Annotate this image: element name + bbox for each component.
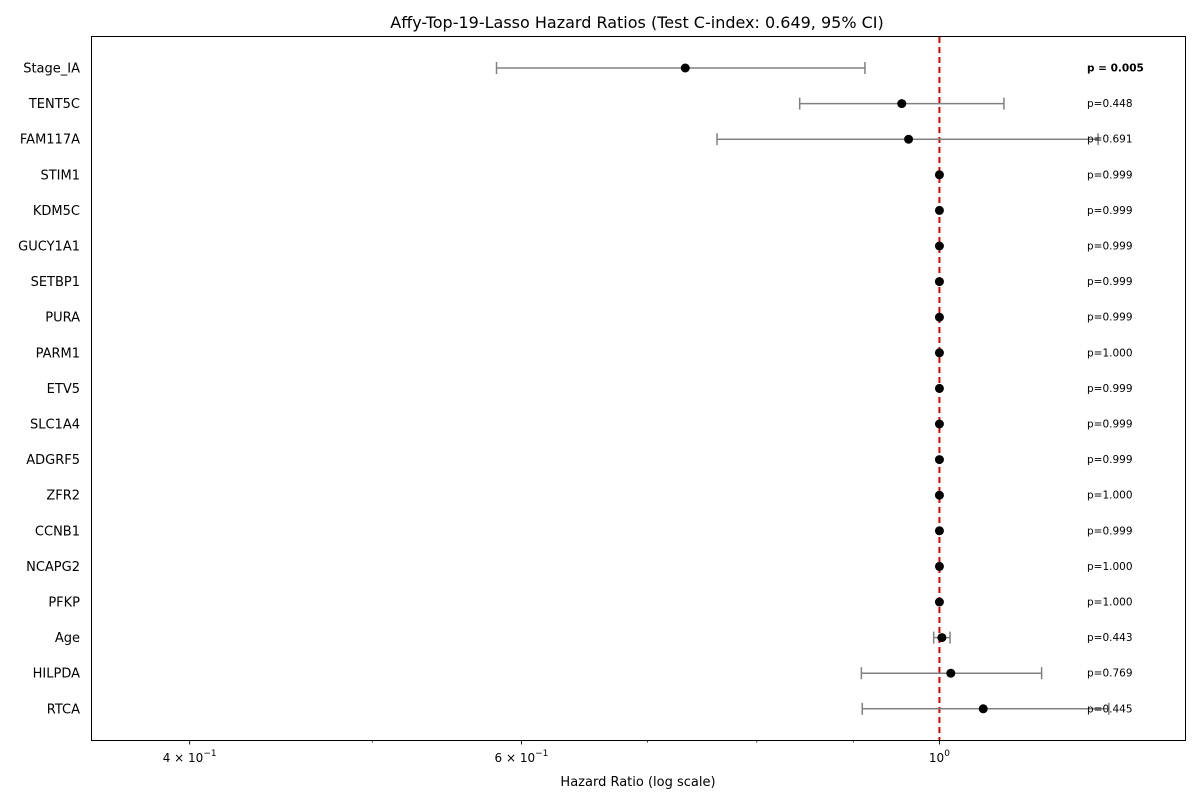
- p-value-label: p=0.769: [1087, 668, 1133, 680]
- x-tick-label: 100: [929, 749, 950, 765]
- forest-row: NCAPG2 p=1.000: [26, 560, 1132, 575]
- y-tick-label: PFKP: [48, 596, 80, 611]
- x-tick-label: 6 × 10−1: [495, 749, 549, 765]
- p-value-label: p=1.000: [1087, 490, 1133, 502]
- forest-row: SLC1A4 p=0.999: [30, 418, 1133, 433]
- hazard-ratio-point: [934, 419, 944, 429]
- p-value-label: p=1.000: [1087, 347, 1133, 359]
- y-tick-label: ZFR2: [46, 489, 80, 504]
- forest-row: ADGRF5 p=0.999: [26, 453, 1132, 468]
- forest-row: RTCA p=0.445: [47, 702, 1133, 717]
- forest-row: TENT5C p=0.448: [28, 97, 1133, 112]
- forest-row: HILPDA p=0.769: [33, 667, 1133, 682]
- hazard-ratio-point: [934, 170, 944, 180]
- y-tick-label: CCNB1: [35, 524, 80, 539]
- p-value-label: p=0.448: [1087, 98, 1133, 110]
- hazard-ratio-point: [680, 63, 690, 73]
- y-tick-label: FAM117A: [20, 133, 80, 148]
- p-value-label: p=0.999: [1087, 312, 1133, 324]
- forest-row: KDM5C p=0.999: [33, 204, 1133, 219]
- hazard-ratio-point: [934, 383, 944, 393]
- y-tick-label: TENT5C: [28, 97, 80, 112]
- major-x-ticks: 4 × 10−1 6 × 10−1 100: [163, 740, 950, 765]
- hazard-ratio-point: [934, 348, 944, 358]
- y-tick-label: KDM5C: [33, 204, 80, 219]
- hazard-ratio-point: [934, 241, 944, 251]
- forest-row: STIM1 p=0.999: [40, 168, 1132, 183]
- forest-row: SETBP1 p=0.999: [31, 275, 1133, 290]
- p-value-label: p=0.999: [1087, 525, 1133, 537]
- hazard-ratio-point: [934, 490, 944, 500]
- p-value-label: p = 0.005: [1087, 63, 1144, 75]
- hazard-ratio-point: [904, 134, 914, 144]
- forest-rows: Stage_IA p = 0.005 TENT5C p=0.448 FAM117A p=0…: [18, 62, 1144, 718]
- y-tick-label: HILPDA: [33, 667, 80, 682]
- p-value-label: p=0.999: [1087, 205, 1133, 217]
- p-value-label: p=0.445: [1087, 703, 1133, 715]
- hazard-ratio-point: [934, 597, 944, 607]
- y-tick-label: ETV5: [47, 382, 80, 397]
- hazard-ratio-point: [934, 205, 944, 215]
- hazard-ratio-point: [978, 704, 988, 714]
- p-value-label: p=0.999: [1087, 383, 1133, 395]
- p-value-label: p=0.999: [1087, 454, 1133, 466]
- hazard-ratio-point: [934, 561, 944, 571]
- p-value-label: p=0.691: [1087, 134, 1133, 146]
- forest-row: ZFR2 p=1.000: [46, 489, 1132, 504]
- forest-row: PURA p=0.999: [45, 311, 1132, 326]
- y-tick-label: NCAPG2: [26, 560, 80, 575]
- hazard-ratio-point: [934, 277, 944, 287]
- p-value-label: p=0.443: [1087, 632, 1133, 644]
- plot-area-frame: [91, 36, 1186, 741]
- hazard-ratio-point: [946, 668, 956, 678]
- p-value-label: p=0.999: [1087, 419, 1133, 431]
- forest-row: ETV5 p=0.999: [47, 382, 1133, 397]
- hazard-ratio-point: [937, 633, 947, 643]
- hazard-ratio-point: [934, 526, 944, 536]
- y-tick-label: SETBP1: [31, 275, 80, 290]
- chart-title: Affy-Top-19-Lasso Hazard Ratios (Test C-…: [390, 13, 884, 32]
- y-tick-label: SLC1A4: [30, 418, 80, 433]
- x-axis-label: Hazard Ratio (log scale): [560, 775, 715, 790]
- hazard-ratio-point: [934, 455, 944, 465]
- y-tick-label: ADGRF5: [26, 453, 80, 468]
- y-tick-label: Stage_IA: [23, 62, 80, 77]
- forest-row: CCNB1 p=0.999: [35, 524, 1133, 539]
- p-value-label: p=0.999: [1087, 241, 1133, 253]
- y-tick-label: Age: [55, 631, 80, 646]
- y-tick-label: STIM1: [40, 168, 80, 183]
- p-value-label: p=1.000: [1087, 597, 1133, 609]
- forest-row: Age p=0.443: [55, 631, 1133, 646]
- hazard-ratio-point: [934, 312, 944, 322]
- forest-row: FAM117A p=0.691: [20, 133, 1133, 148]
- x-tick-label: 4 × 10−1: [163, 749, 217, 765]
- y-tick-label: PURA: [45, 311, 80, 326]
- p-value-label: p=0.999: [1087, 276, 1133, 288]
- minor-x-ticks: [371, 740, 854, 743]
- forest-row: Stage_IA p = 0.005: [23, 62, 1144, 77]
- forest-row: PFKP p=1.000: [48, 596, 1132, 611]
- forest-row: PARM1 p=1.000: [36, 346, 1133, 361]
- y-tick-label: PARM1: [36, 346, 80, 361]
- y-tick-label: RTCA: [47, 702, 80, 717]
- y-tick-label: GUCY1A1: [18, 240, 80, 255]
- p-value-label: p=1.000: [1087, 561, 1133, 573]
- forest-row: GUCY1A1 p=0.999: [18, 240, 1132, 255]
- p-value-label: p=0.999: [1087, 169, 1133, 181]
- hazard-ratio-point: [897, 99, 907, 109]
